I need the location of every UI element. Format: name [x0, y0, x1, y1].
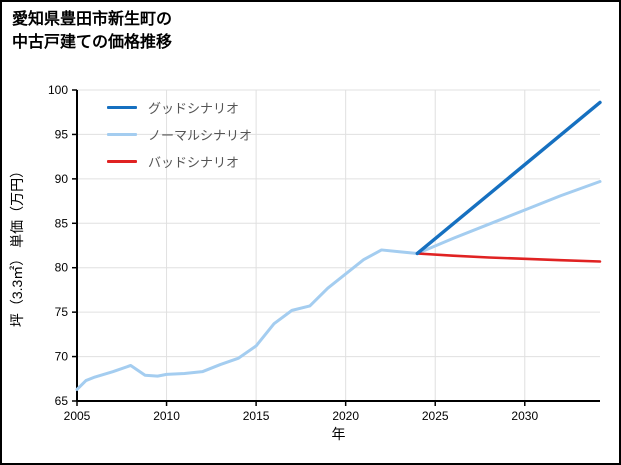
- x-tick-label: 2015: [243, 409, 270, 423]
- x-tick-label: 2020: [332, 409, 359, 423]
- chart-title-line2: 中古戸建ての価格推移: [12, 34, 173, 52]
- y-tick-label: 65: [55, 394, 69, 408]
- y-tick-label: 75: [55, 305, 69, 319]
- chart-title: 愛知県豊田市新生町の 中古戸建ての価格推移: [12, 8, 172, 54]
- legend-label-bad: バッドシナリオ: [148, 155, 240, 170]
- y-tick-label: 90: [55, 172, 69, 186]
- legend-item-good-scenario: グッドシナリオ: [107, 94, 252, 121]
- y-tick-label: 100: [48, 83, 68, 97]
- legend-item-bad-scenario: バッドシナリオ: [107, 148, 252, 175]
- y-tick-label: 85: [55, 216, 69, 230]
- series-line-2: [416, 252, 602, 263]
- x-tick-label: 2025: [422, 409, 449, 423]
- chart-title-line1: 愛知県豊田市新生町の: [12, 11, 173, 28]
- legend-item-normal-scenario: ノーマルシナリオ: [107, 121, 252, 148]
- legend: グッドシナリオ ノーマルシナリオ バッドシナリオ: [107, 94, 252, 175]
- y-tick-label: 80: [55, 261, 69, 275]
- x-tick-label: 2005: [64, 409, 91, 423]
- legend-line-swatch-bad: [107, 160, 137, 163]
- x-axis-label: 年: [332, 426, 346, 442]
- legend-label-normal: ノーマルシナリオ: [148, 128, 253, 143]
- y-tick-label: 70: [55, 350, 69, 364]
- series-line-1: [75, 180, 602, 391]
- x-tick-label: 2010: [153, 409, 180, 423]
- y-axis-label: 坪（3.3㎡） 単価（万円）: [9, 164, 25, 327]
- legend-label-good: グッドシナリオ: [148, 101, 240, 116]
- legend-line-swatch-good: [107, 106, 137, 109]
- legend-line-swatch-normal: [107, 133, 137, 136]
- y-tick-label: 95: [55, 127, 69, 141]
- series-line-0: [415, 100, 602, 256]
- x-tick-label: 2030: [511, 409, 538, 423]
